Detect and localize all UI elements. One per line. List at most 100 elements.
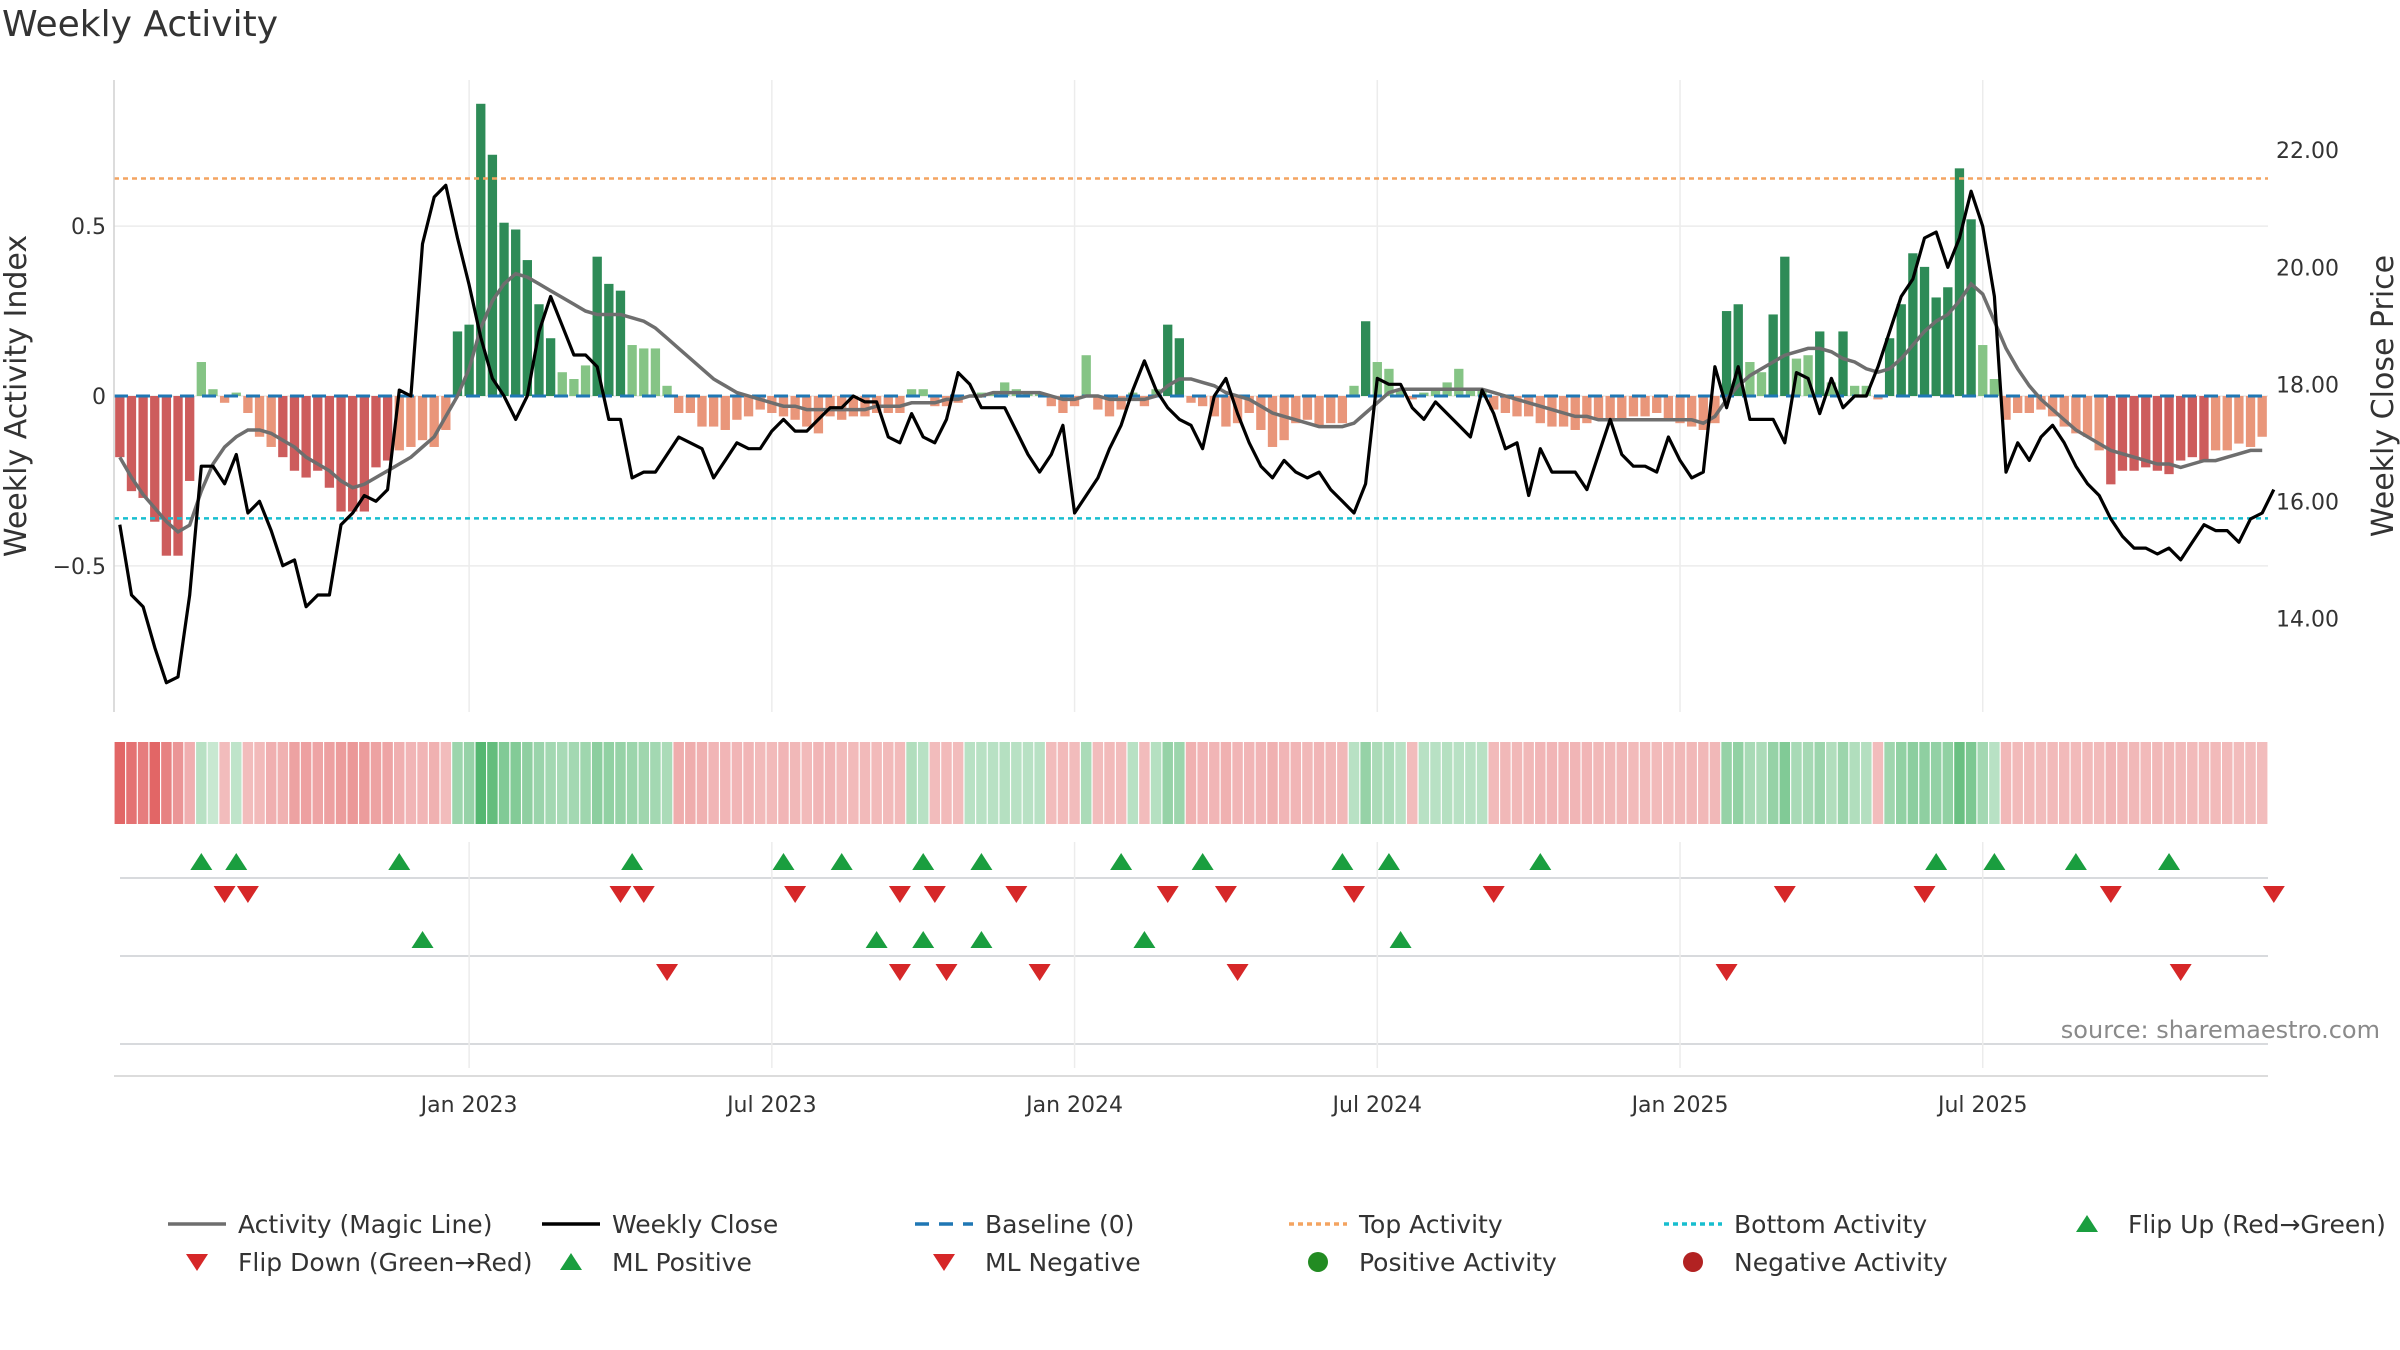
heat-cell (1616, 742, 1628, 824)
heat-cell (137, 742, 149, 824)
activity-bar (848, 396, 859, 417)
heat-cell (1174, 742, 1185, 824)
legend-ml-negative-label: ML Negative (985, 1248, 1141, 1277)
activity-bar (1093, 396, 1103, 410)
legend-flip-down-label: Flip Down (Green→Red) (238, 1248, 533, 1277)
heat-cell (906, 742, 917, 824)
activity-bar (196, 362, 206, 396)
activity-bar (1989, 379, 2000, 396)
heat-cell (394, 742, 405, 824)
activity-bar (755, 396, 765, 410)
activity-bar (1407, 396, 1417, 400)
activity-bar (2013, 396, 2023, 413)
heat-cell (1919, 742, 1930, 824)
heat-cell (603, 742, 615, 824)
activity-bar (231, 392, 241, 396)
heat-cell (1197, 742, 1208, 824)
heat-cell (254, 742, 265, 824)
heat-cell (1209, 742, 1220, 824)
activity-bar (1081, 355, 1091, 396)
activity-bar (2094, 396, 2104, 451)
flip-down-marker (1005, 886, 1028, 903)
activity-bar (371, 396, 381, 468)
x-tick-label: Jan 2025 (1630, 1093, 1729, 1118)
activity-bar (1593, 396, 1604, 420)
heat-cell (2024, 742, 2035, 824)
flip-up-marker (190, 853, 213, 870)
activity-bar (313, 396, 323, 471)
heat-cell (1348, 742, 1360, 824)
x-tick-label: Jul 2024 (1331, 1093, 1423, 1118)
heat-cell (1732, 742, 1744, 824)
heat-cell (1721, 742, 1732, 824)
flip-up-marker (1529, 853, 1552, 870)
activity-bar (499, 222, 509, 396)
heat-cell (172, 742, 184, 824)
flip-down-marker (1773, 886, 1796, 903)
heat-cell (265, 742, 277, 824)
activity-bar (1186, 396, 1196, 403)
heat-cell (1907, 742, 1919, 824)
heat-cell (1639, 742, 1651, 824)
activity-bar (813, 396, 824, 434)
heat-cell (836, 742, 847, 824)
activity-bar (650, 348, 661, 396)
flip-up-marker (772, 853, 795, 870)
activity-bar (1116, 396, 1126, 410)
heat-cell (1325, 742, 1336, 824)
flip-down-marker (784, 886, 807, 903)
heat-cell (1535, 742, 1546, 824)
activity-bar (1628, 396, 1639, 417)
legend: Activity (Magic Line) Weekly Close Baselin… (168, 1210, 2386, 1277)
activity-bar (511, 229, 521, 396)
legend-positive-activity-swatch (1308, 1252, 1328, 1272)
activity-bar (2234, 396, 2244, 444)
heat-cell (533, 742, 545, 824)
heat-cell (498, 742, 510, 824)
ml-positive-marker (1389, 931, 1412, 948)
right-tick-label: 20.00 (2276, 256, 2339, 281)
heat-cell (2000, 742, 2012, 824)
flip-up-marker (1983, 853, 2006, 870)
activity-bar (906, 389, 917, 396)
legend-negative-activity-label: Negative Activity (1734, 1248, 1948, 1277)
heat-cell (1243, 742, 1255, 824)
right-tick-label: 22.00 (2276, 139, 2339, 164)
activity-bar (557, 372, 567, 396)
heat-cell (976, 742, 987, 824)
heat-cell (720, 742, 731, 824)
activity-bar (2257, 396, 2267, 437)
legend-negative-activity-swatch (1683, 1252, 1703, 1272)
legend-ml-positive-swatch (560, 1253, 582, 1270)
heat-cell (813, 742, 824, 824)
right-axis-label: Weekly Close Price (2366, 255, 2400, 537)
heat-cell (1290, 742, 1302, 824)
signal-markers (114, 842, 2285, 1077)
flip-down-marker (236, 886, 259, 903)
heat-cell (1011, 742, 1022, 824)
heat-cell (1034, 742, 1045, 824)
heat-cell (1500, 742, 1511, 824)
flip-up-marker (1110, 853, 1133, 870)
activity-bar (522, 260, 532, 396)
activity-bar (1291, 396, 1301, 424)
activity-bar (150, 396, 160, 522)
heat-cell (1698, 742, 1709, 824)
activity-bar (1675, 396, 1685, 424)
heat-cell (999, 742, 1010, 824)
heat-cell (510, 742, 521, 824)
legend-top-activity-label: Top Activity (1358, 1210, 1503, 1239)
heat-cell (382, 742, 393, 824)
heat-cell (1744, 742, 1756, 824)
heat-cell (1267, 742, 1278, 824)
heat-cell (661, 742, 673, 824)
activity-bar (697, 396, 707, 427)
activity-bar (1314, 396, 1324, 427)
activity-bar (1360, 321, 1371, 396)
heat-cell (359, 742, 370, 824)
heat-cell (2198, 742, 2210, 824)
activity-bar (2129, 396, 2139, 471)
legend-positive-activity-label: Positive Activity (1359, 1248, 1557, 1277)
activity-bar (208, 389, 218, 396)
